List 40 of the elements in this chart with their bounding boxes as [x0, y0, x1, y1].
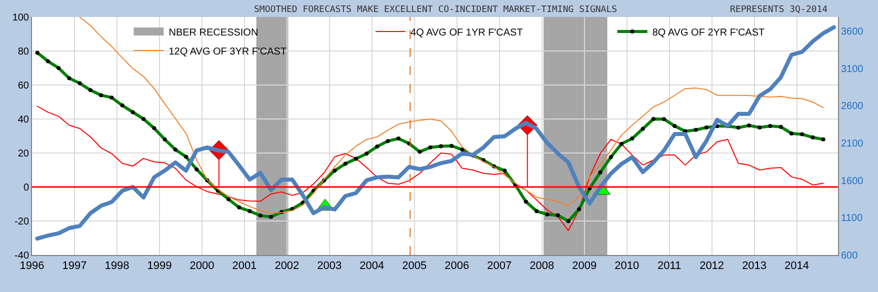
y-tick-label: -20: [14, 216, 30, 228]
x-tick-label: 2012: [700, 260, 724, 272]
y2-tick-label: 1600: [841, 176, 864, 187]
legend-label: 12Q AVG OF 3YR F'CAST: [168, 46, 287, 58]
y2-tick-label: 600: [841, 250, 858, 262]
x-tick-label: 2008: [530, 260, 554, 272]
y2-tick-label: 3600: [841, 26, 864, 38]
x-tick-label: 2010: [614, 260, 640, 272]
x-tick-label: 2006: [444, 260, 470, 272]
y-tick-label: 80: [18, 46, 30, 58]
x-tick-label: 2009: [572, 260, 597, 272]
x-tick-label: 2005: [402, 260, 427, 272]
y-tick-label: -40: [14, 250, 30, 262]
y2-tick-label: 2100: [841, 138, 864, 150]
x-tick-label: 2004: [360, 260, 384, 272]
x-tick-label: 2007: [487, 260, 512, 272]
x-tick-label: 2001: [232, 260, 257, 272]
y2-tick-label: 2600: [841, 101, 864, 112]
x-tick-label: 1998: [104, 260, 130, 272]
x-tick-label: 1996: [20, 260, 44, 272]
y2-tick-label: 1100: [841, 213, 863, 224]
x-tick-label: 2002: [274, 260, 300, 272]
legend-label: 4Q AVG OF 1YR F'CAST: [410, 27, 523, 38]
y-tick-label: 20: [18, 148, 30, 160]
y-tick-label: 100: [12, 12, 30, 24]
x-tick-label: 2013: [742, 260, 767, 272]
x-tick-label: 2011: [657, 260, 682, 272]
x-tick-label: 1997: [62, 260, 87, 272]
x-tick-label: 2014: [784, 260, 810, 272]
band-label: NBER RECESSION: [168, 27, 258, 38]
x-tick-label: 2003: [317, 260, 342, 272]
chart-subtitle: REPRESENTS 3Q-2014: [730, 5, 828, 15]
y-tick-label: 40: [18, 114, 30, 126]
legend-label: 8Q AVG OF 2YR F'CAST: [652, 27, 765, 38]
y-tick-label: 0: [23, 182, 30, 194]
x-tick-label: 2000: [190, 260, 214, 272]
y-tick-label: 60: [18, 80, 30, 92]
y2-tick-label: 3100: [841, 64, 864, 75]
chart-title: SMOOTHED FORECASTS MAKE EXCELLENT CO-INCIDENT MARKET-TIMING SIGNALS: [254, 5, 618, 15]
x-tick-label: 1999: [147, 260, 172, 272]
